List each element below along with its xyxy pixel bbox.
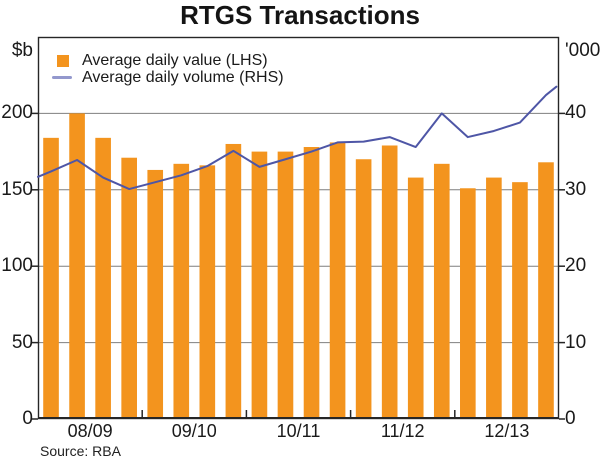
- x-axis-year-label: 09/10: [171, 421, 217, 441]
- bar: [381, 145, 398, 419]
- bar: [303, 147, 320, 419]
- bar: [433, 163, 450, 419]
- right-axis-tick-label: 20: [565, 255, 587, 277]
- bar: [147, 169, 164, 419]
- bar: [538, 162, 554, 419]
- bar: [199, 165, 216, 419]
- bar-series-swatch-icon: [57, 54, 69, 67]
- left-axis-unit-label: $b: [11, 40, 33, 61]
- bar: [225, 143, 242, 419]
- left-axis-tick-label: 100: [1, 255, 33, 277]
- right-axis-tick-label: 10: [565, 331, 587, 353]
- bar: [95, 137, 111, 419]
- bar: [121, 157, 137, 419]
- left-axis-tick-label: 0: [22, 408, 33, 429]
- legend-item-value: Average daily value (LHS): [50, 52, 284, 69]
- volume-line: [37, 85, 558, 191]
- plot-area: [32, 36, 565, 420]
- line-series-swatch-icon: [52, 76, 72, 79]
- legend: Average daily value (LHS) Average daily …: [50, 52, 284, 86]
- legend-label-value: Average daily value (LHS): [82, 51, 268, 69]
- left-axis-tick-label: 150: [1, 178, 33, 200]
- bar: [407, 177, 424, 419]
- left-axis-tick-label: 50: [11, 331, 33, 353]
- x-axis-year-label: 10/11: [276, 421, 321, 441]
- right-axis-tick-label: 40: [565, 102, 587, 124]
- bar: [277, 151, 294, 419]
- chart-title: RTGS Transactions: [180, 0, 420, 30]
- bar: [173, 163, 190, 419]
- right-axis-tick-label: 0: [565, 408, 576, 429]
- bar: [251, 151, 268, 419]
- legend-label-volume: Average daily volume (RHS): [82, 68, 284, 86]
- bar: [355, 159, 372, 419]
- left-axis-tick-label: 200: [1, 102, 33, 124]
- bar: [329, 142, 346, 419]
- source-note: Source: RBA: [40, 443, 121, 459]
- bar: [460, 188, 476, 419]
- right-axis-tick-label: 30: [565, 178, 587, 200]
- x-axis-year-label: 12/13: [484, 421, 530, 441]
- bar: [486, 177, 502, 419]
- right-axis-unit-label: '000: [565, 40, 600, 61]
- x-axis-year-label: 11/12: [380, 421, 425, 441]
- bar: [43, 137, 59, 419]
- x-axis-year-label: 08/09: [67, 421, 113, 441]
- bar: [512, 182, 528, 419]
- plot-frame: [37, 36, 560, 420]
- legend-item-volume: Average daily volume (RHS): [50, 69, 284, 86]
- bar: [69, 113, 85, 420]
